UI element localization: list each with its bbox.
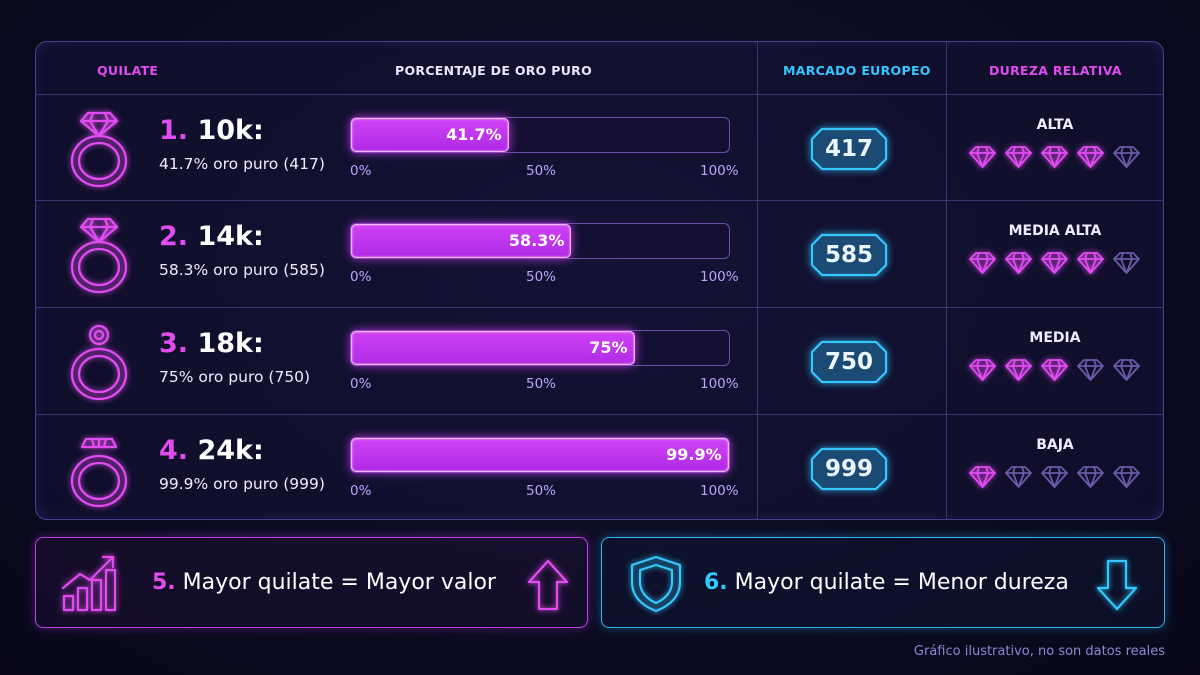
diamond-ring-icon — [64, 109, 134, 189]
hallmark-badge: 417 — [810, 127, 888, 171]
carat-row: 2. 14k: 58.3% oro puro (585) 58.3% 0% 50% 100… — [36, 201, 1163, 307]
hardness-rating — [969, 251, 1140, 275]
diamond-icon — [1113, 465, 1140, 489]
value-card-text: 5. Mayor quilate = Mayor valor — [152, 570, 496, 595]
hardness-rating — [969, 465, 1140, 489]
carat-row: 1. 10k: 41.7% oro puro (417) 41.7% 0% 50% 100… — [36, 95, 1163, 201]
purity-bar-fill: 41.7% — [351, 118, 509, 152]
purity-bar-fill: 58.3% — [351, 224, 572, 258]
diamond-icon — [1041, 465, 1068, 489]
row-divider — [36, 307, 1163, 308]
hallmark-value: 750 — [824, 349, 873, 375]
hardness-rating — [969, 145, 1140, 169]
purity-bar-fill: 99.9% — [351, 438, 729, 472]
axis-tick-100: 100% — [700, 483, 739, 499]
axis-tick-100: 100% — [700, 269, 739, 285]
diamond-icon — [1041, 358, 1068, 382]
diamond-icon — [969, 465, 996, 489]
hardness-rating — [969, 358, 1140, 382]
diamond-icon — [969, 358, 996, 382]
carat-title: 2. 14k: — [159, 221, 264, 252]
diamond-icon — [969, 251, 996, 275]
axis-tick-50: 50% — [526, 269, 557, 285]
hallmark-value: 585 — [824, 242, 873, 268]
carat-row: 3. 18k: 75% oro puro (750) 75% 0% 50% 100% 750… — [36, 308, 1163, 414]
carat-title: 1. 10k: — [159, 115, 264, 146]
diamond-ring-icon — [64, 215, 134, 295]
diamond-icon — [1113, 358, 1140, 382]
axis-tick-0: 0% — [350, 376, 372, 392]
purity-bar-label: 99.9% — [666, 445, 722, 464]
diamond-icon — [1041, 145, 1068, 169]
purity-bar: 58.3% — [350, 223, 730, 259]
purity-bar-label: 41.7% — [446, 125, 502, 144]
header-dureza: DUREZA RELATIVA — [989, 63, 1122, 78]
purity-bar: 99.9% — [350, 437, 730, 473]
purity-bar-label: 58.3% — [508, 231, 565, 250]
diamond-icon — [1077, 358, 1104, 382]
purity-bar: 41.7% — [350, 117, 730, 153]
hallmark-badge: 999 — [810, 447, 888, 491]
diamond-icon — [1113, 251, 1140, 275]
value-card: 5. Mayor quilate = Mayor valor — [35, 537, 588, 628]
diamond-icon — [1041, 251, 1068, 275]
carat-title: 3. 18k: — [159, 328, 264, 359]
diamond-icon — [1005, 465, 1032, 489]
diamond-icon — [1005, 358, 1032, 382]
carat-subtitle: 41.7% oro puro (417) — [159, 155, 325, 173]
diamond-icon — [969, 145, 996, 169]
arrow-down-icon — [1095, 558, 1139, 612]
diamond-icon — [1077, 145, 1104, 169]
axis-tick-100: 100% — [700, 376, 739, 392]
hallmark-badge: 585 — [810, 233, 888, 277]
hardness-label: MEDIA — [1029, 330, 1081, 346]
column-divider — [946, 42, 947, 519]
hardness-label: ALTA — [1036, 117, 1074, 133]
column-divider — [757, 42, 758, 519]
hallmark-value: 417 — [824, 136, 873, 162]
axis-tick-50: 50% — [526, 376, 557, 392]
diamond-icon — [1077, 465, 1104, 489]
cluster-ring-icon — [64, 429, 134, 509]
purity-bar-fill: 75% — [351, 331, 635, 365]
purity-bar: 75% — [350, 330, 730, 366]
hardness-label: BAJA — [1036, 437, 1074, 453]
diamond-icon — [1005, 251, 1032, 275]
axis-tick-100: 100% — [700, 163, 739, 179]
hardness-card-text: 6. Mayor quilate = Menor dureza — [704, 570, 1069, 595]
diamond-icon — [1077, 251, 1104, 275]
carat-subtitle: 99.9% oro puro (999) — [159, 475, 325, 493]
carat-subtitle: 58.3% oro puro (585) — [159, 261, 325, 279]
header-porcentaje: PORCENTAJE DE ORO PURO — [395, 63, 593, 78]
axis-tick-50: 50% — [526, 163, 557, 179]
arrow-up-icon — [526, 558, 570, 612]
header-quilate: QUILATE — [97, 63, 159, 78]
axis-tick-0: 0% — [350, 483, 372, 499]
solitaire-ring-icon — [64, 322, 134, 402]
axis-tick-50: 50% — [526, 483, 557, 499]
diamond-icon — [1005, 145, 1032, 169]
row-divider — [36, 200, 1163, 201]
hardness-card: 6. Mayor quilate = Menor dureza — [601, 537, 1165, 628]
row-divider — [36, 414, 1163, 415]
purity-bar-label: 75% — [589, 338, 628, 357]
growth-chart-icon — [60, 552, 122, 614]
hallmark-value: 999 — [824, 456, 873, 482]
diamond-icon — [1113, 145, 1140, 169]
disclaimer-footnote: Gráfico ilustrativo, no son datos reales — [913, 644, 1165, 659]
carat-row: 4. 24k: 99.9% oro puro (999) 99.9% 0% 50% 100… — [36, 415, 1163, 521]
axis-tick-0: 0% — [350, 163, 372, 179]
axis-tick-0: 0% — [350, 269, 372, 285]
carat-subtitle: 75% oro puro (750) — [159, 368, 311, 386]
row-divider — [36, 94, 1163, 95]
hardness-label: MEDIA ALTA — [1008, 223, 1102, 239]
carat-title: 4. 24k: — [159, 435, 264, 466]
hallmark-badge: 750 — [810, 340, 888, 384]
shield-icon — [628, 554, 684, 614]
gold-comparison-table: QUILATE PORCENTAJE DE ORO PURO MARCADO E… — [35, 41, 1164, 520]
header-marcado: MARCADO EUROPEO — [783, 63, 931, 78]
